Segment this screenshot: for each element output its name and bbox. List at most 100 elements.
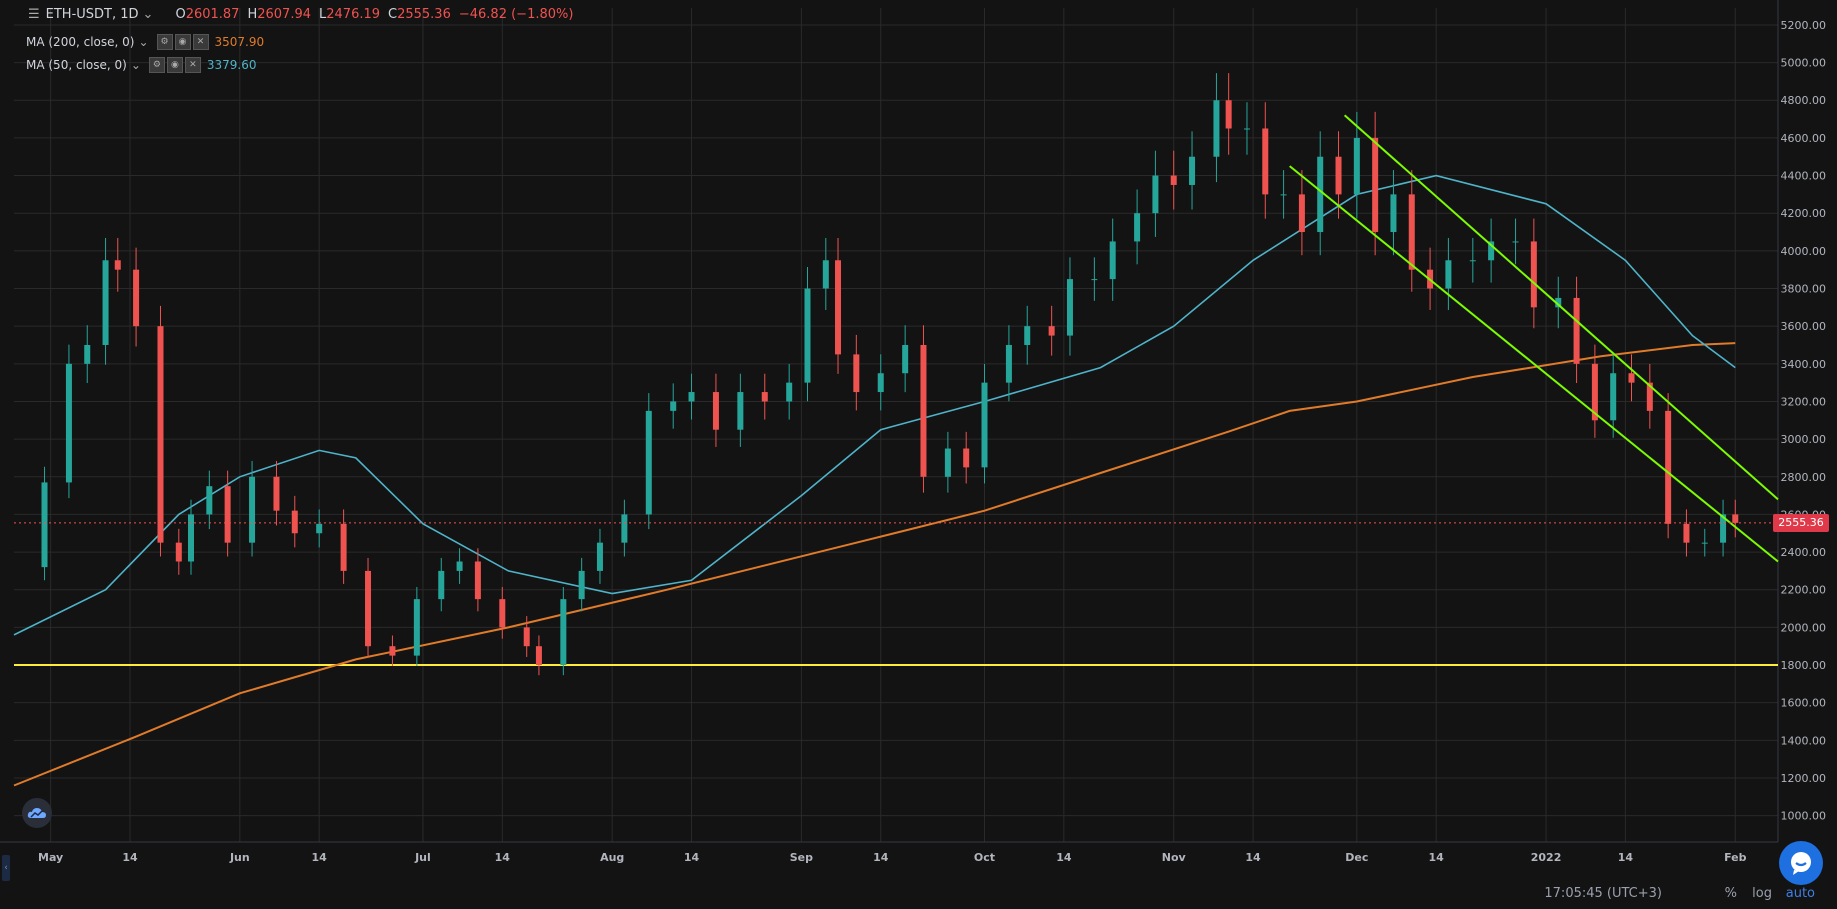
candle-body[interactable] [902,344,909,374]
candle-body[interactable] [1152,175,1159,214]
ma50-label[interactable]: MA (50, close, 0) [26,58,127,72]
settings-icon[interactable]: ⚙ [156,34,173,50]
candle-body[interactable] [1512,241,1519,243]
symbol-label[interactable]: ETH-USDT, 1D [45,7,139,22]
candle-body[interactable] [1445,260,1452,289]
candle-body[interactable] [1591,363,1598,421]
candle-body[interactable] [1372,137,1379,233]
candle-body[interactable] [249,476,256,543]
candle-body[interactable] [224,486,231,543]
candle-body[interactable] [944,448,951,477]
candle-body[interactable] [835,260,842,355]
side-panel-handle[interactable]: ‹ [2,855,10,881]
candle-body[interactable] [1390,194,1397,233]
candle-body[interactable] [175,542,182,562]
ma200-legend[interactable]: MA (200, close, 0) ⌄ ⚙ ◉ ✕ 3507.90 [8,34,264,50]
close-icon[interactable]: ✕ [184,57,201,73]
candle-body[interactable] [1665,410,1672,524]
candle-body[interactable] [1213,100,1220,157]
candle-body[interactable] [1317,156,1324,233]
settings-icon[interactable]: ⚙ [148,57,165,73]
candle-body[interactable] [1280,194,1287,196]
candle-body[interactable] [963,448,970,468]
candle-body[interactable] [1488,241,1495,261]
candle-body[interactable] [1353,137,1360,195]
candle-body[interactable] [291,510,298,534]
candle-body[interactable] [413,599,420,656]
candle-body[interactable] [1091,279,1098,281]
candle-body[interactable] [1610,373,1617,421]
candle-body[interactable] [596,542,603,571]
candle-body[interactable] [1048,326,1055,336]
chevron-down-icon[interactable]: ⌄ [130,58,141,72]
candle-body[interactable] [340,523,347,571]
candle-body[interactable] [365,570,372,647]
ma50-line[interactable] [13,174,1736,636]
candle-body[interactable] [1170,175,1177,185]
candle-body[interactable] [1066,279,1073,336]
candle-body[interactable] [1335,156,1342,195]
candle-body[interactable] [761,392,768,402]
ma200-label[interactable]: MA (200, close, 0) [26,35,135,49]
candle-body[interactable] [1225,100,1232,129]
candle-body[interactable] [920,344,927,477]
candle-body[interactable] [389,646,396,656]
percent-toggle[interactable]: % [1724,886,1737,901]
candle-body[interactable] [1555,297,1562,308]
candle-body[interactable] [804,288,811,383]
candle-body[interactable] [65,363,72,483]
eye-icon[interactable]: ◉ [166,57,183,73]
candle-body[interactable] [578,570,585,600]
candle-body[interactable] [273,476,280,511]
candle-body[interactable] [670,401,677,411]
candle-body[interactable] [1628,373,1635,383]
close-icon[interactable]: ✕ [192,34,209,50]
candle-body[interactable] [523,627,530,647]
candle-body[interactable] [114,260,121,270]
candle-body[interactable] [84,344,91,364]
candle-body[interactable] [1298,194,1305,233]
candle-body[interactable] [157,326,164,543]
candle-body[interactable] [877,373,884,393]
candle-body[interactable] [1469,260,1476,262]
menu-icon[interactable]: ☰ [28,7,40,22]
candle-body[interactable] [1732,514,1739,523]
candle-body[interactable] [712,392,719,430]
candle-body[interactable] [1683,523,1690,543]
cloud-logo-icon[interactable] [22,798,52,828]
candle-body[interactable] [1262,128,1269,195]
candle-body[interactable] [737,392,744,430]
candle-body[interactable] [102,260,109,345]
log-toggle[interactable]: log [1752,886,1772,901]
candle-body[interactable] [438,570,445,600]
candle-body[interactable] [1701,542,1708,544]
trendline[interactable] [1289,165,1779,563]
candle-body[interactable] [1530,241,1537,308]
candle-body[interactable] [1720,514,1727,543]
candle-body[interactable] [1134,213,1141,242]
candle-body[interactable] [1189,156,1196,185]
candle-body[interactable] [456,561,463,571]
candle-body[interactable] [1005,344,1012,383]
candle-body[interactable] [1408,194,1415,270]
candle-body[interactable] [621,514,628,543]
candle-body[interactable] [822,260,829,289]
candle-body[interactable] [474,561,481,600]
candle-body[interactable] [786,382,793,402]
candle-body[interactable] [206,486,213,515]
candle-body[interactable] [1646,382,1653,411]
candle-body[interactable] [981,382,988,468]
candle-body[interactable] [316,523,323,534]
candle-body[interactable] [853,354,860,393]
chevron-down-icon[interactable]: ⌄ [142,7,154,22]
candle-body[interactable] [41,482,48,568]
eye-icon[interactable]: ◉ [174,34,191,50]
candle-body[interactable] [1573,297,1580,364]
chevron-down-icon[interactable]: ⌄ [138,35,149,49]
candle-body[interactable] [188,514,195,562]
candle-body[interactable] [535,646,542,666]
trendline[interactable] [1343,114,1779,501]
auto-toggle[interactable]: auto [1785,886,1815,901]
candle-body[interactable] [499,599,506,628]
